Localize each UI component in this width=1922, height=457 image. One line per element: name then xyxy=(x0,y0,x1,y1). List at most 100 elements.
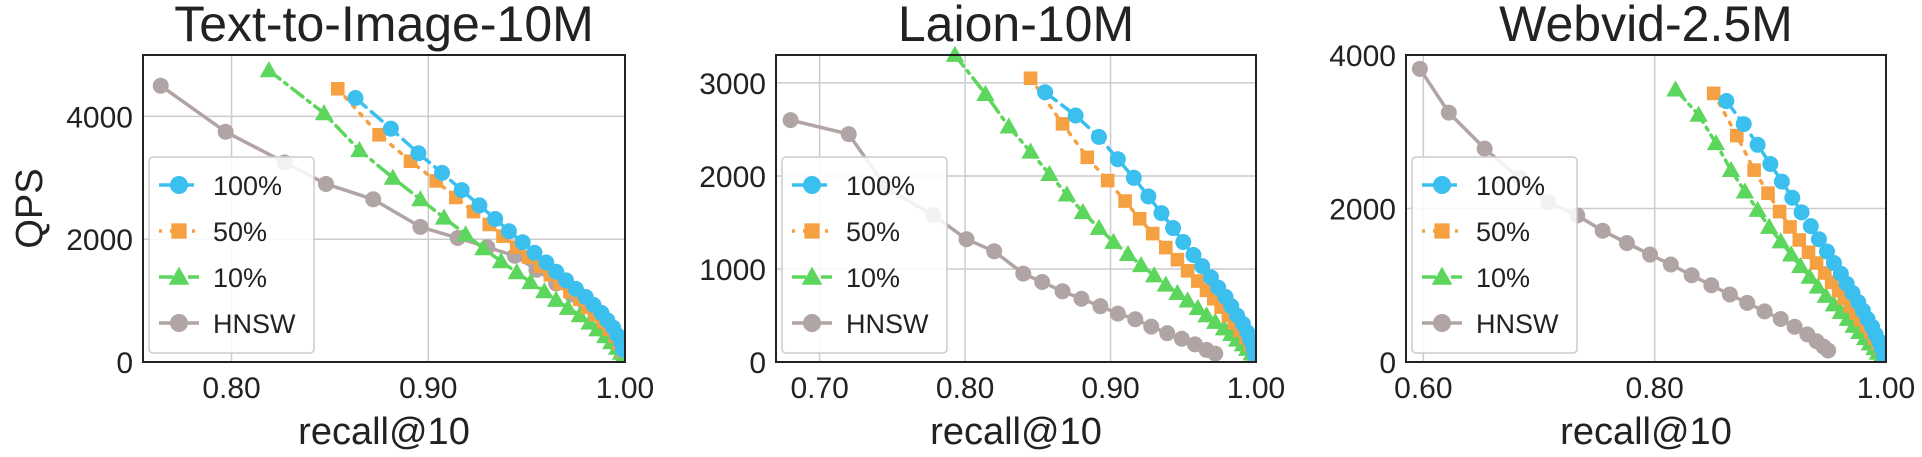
data-point-10 xyxy=(1791,256,1810,273)
data-point-100 xyxy=(1810,231,1827,248)
data-point-100 xyxy=(1185,247,1202,264)
data-point-hnsw xyxy=(1683,267,1700,284)
data-point-hnsw xyxy=(1159,325,1176,342)
data-point-hnsw xyxy=(1092,298,1109,315)
y-tick-label: 2000 xyxy=(1329,194,1396,227)
data-point-hnsw xyxy=(1173,330,1190,347)
data-point-100 xyxy=(1773,173,1790,190)
y-tick-label: 0 xyxy=(1379,347,1396,380)
legend-marker-100 xyxy=(803,176,821,194)
data-point-50 xyxy=(1100,173,1115,188)
data-point-10 xyxy=(1197,306,1216,323)
data-point-100 xyxy=(1175,233,1192,250)
data-point-hnsw xyxy=(1739,294,1756,311)
data-point-10 xyxy=(1816,286,1836,303)
data-point-50 xyxy=(1729,128,1744,143)
data-point-10 xyxy=(558,298,578,315)
data-point-100 xyxy=(1793,204,1810,221)
data-point-50 xyxy=(1145,226,1160,241)
data-point-50 xyxy=(1170,252,1185,267)
data-point-50 xyxy=(1055,117,1070,131)
legend-box xyxy=(148,156,315,354)
data-point-10 xyxy=(1748,200,1767,217)
data-point-50 xyxy=(1706,86,1721,101)
data-point-10 xyxy=(1808,277,1827,294)
data-point-10 xyxy=(1021,142,1040,159)
data-point-10 xyxy=(1168,283,1187,301)
data-point-hnsw xyxy=(986,243,1003,260)
chart-title: Text-to-Image-10M xyxy=(174,0,594,52)
data-point-50 xyxy=(1783,220,1797,234)
data-point-hnsw xyxy=(1786,318,1803,335)
data-point-10 xyxy=(314,104,334,121)
data-point-10 xyxy=(1118,244,1138,261)
y-tick-label: 0 xyxy=(749,347,766,380)
legend-marker-hnsw xyxy=(803,314,821,332)
legend-label: 100% xyxy=(213,171,282,201)
data-point-50 xyxy=(1801,245,1816,260)
data-point-100 xyxy=(1090,128,1107,145)
x-tick-label: 1.00 xyxy=(1857,372,1915,405)
y-tick-label: 4000 xyxy=(1329,40,1396,73)
data-point-hnsw xyxy=(1721,286,1738,303)
y-axis-label: QPS xyxy=(9,168,51,248)
data-point-10 xyxy=(945,45,965,62)
data-point-50 xyxy=(1159,240,1173,255)
legend: 100% 50% 10% HNSW xyxy=(781,156,948,354)
data-point-hnsw xyxy=(217,123,234,140)
data-point-100 xyxy=(1140,188,1157,205)
legend-label: HNSW xyxy=(846,309,929,339)
x-tick-label: 1.00 xyxy=(1227,372,1285,405)
data-point-10 xyxy=(1040,164,1059,181)
legend-label: 10% xyxy=(213,263,267,293)
data-point-10 xyxy=(434,208,454,225)
data-point-hnsw xyxy=(1127,311,1144,328)
data-point-100 xyxy=(347,89,364,106)
data-point-100 xyxy=(1246,346,1256,362)
data-point-100 xyxy=(1819,243,1836,260)
data-point-50 xyxy=(1023,71,1038,86)
data-point-100 xyxy=(1165,220,1182,237)
data-point-hnsw xyxy=(365,191,382,208)
data-point-10 xyxy=(580,313,599,330)
data-point-100 xyxy=(615,341,625,358)
y-tick-label: 0 xyxy=(116,347,133,380)
x-tick-label: 0.80 xyxy=(936,372,994,405)
data-point-10 xyxy=(1104,232,1123,249)
y-tick-label: 2000 xyxy=(66,224,133,257)
x-tick-label: 0.80 xyxy=(1625,372,1683,405)
data-point-10 xyxy=(1759,217,1779,234)
chart-panel-text-to-image-10m: 0.80 0.90 1.00 0 2000 4000 Text-to-Image-10M re… xyxy=(9,0,654,453)
data-point-50 xyxy=(1747,163,1761,177)
data-point-100 xyxy=(471,197,488,214)
chart-panel-webvid-2-5m: 0.60 0.80 1.00 0 2000 4000 Webvid-2.5M recall@1… xyxy=(1329,0,1915,453)
data-point-10 xyxy=(350,140,369,158)
data-point-10 xyxy=(1156,275,1176,292)
x-tick-label: 0.70 xyxy=(790,372,848,405)
data-point-hnsw xyxy=(152,77,169,94)
data-point-10 xyxy=(546,290,566,307)
data-point-10 xyxy=(456,225,475,242)
plot-frame xyxy=(142,54,626,363)
legend-marker-50 xyxy=(171,223,187,239)
plot-area xyxy=(152,61,625,362)
data-point-100 xyxy=(1037,84,1054,101)
data-point-10 xyxy=(999,117,1018,134)
data-point-50 xyxy=(1792,233,1807,247)
y-tick-label: 4000 xyxy=(66,101,133,134)
data-point-10 xyxy=(976,84,995,101)
data-point-hnsw xyxy=(412,218,429,235)
data-point-100 xyxy=(487,210,504,227)
data-point-50 xyxy=(1132,211,1147,226)
data-point-50 xyxy=(330,81,345,96)
data-point-10 xyxy=(491,252,511,269)
data-point-10 xyxy=(1721,160,1741,178)
legend-marker-50 xyxy=(804,223,820,239)
x-tick-label: 0.80 xyxy=(202,372,260,405)
legend-marker-50 xyxy=(1434,223,1450,239)
data-point-hnsw xyxy=(1772,311,1789,328)
chart-title: Webvid-2.5M xyxy=(1499,0,1793,52)
x-axis-label: recall@10 xyxy=(930,411,1102,453)
data-point-100 xyxy=(1784,189,1801,206)
